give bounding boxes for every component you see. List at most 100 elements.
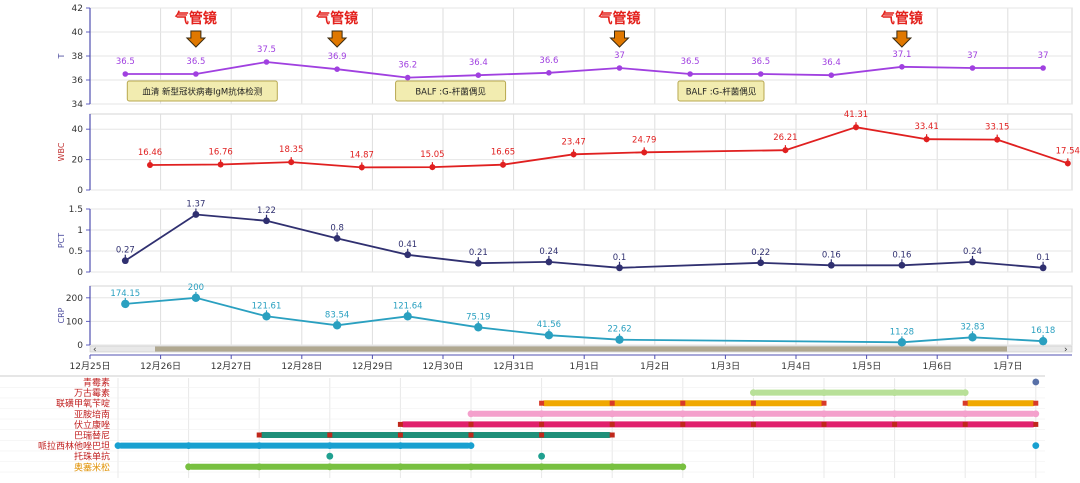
dose-marker	[750, 389, 757, 396]
bronchoscopy-label: 气管镜	[174, 10, 217, 27]
dose-marker	[397, 421, 403, 427]
data-label: 0.1	[613, 253, 627, 263]
y-tick-label: 1.5	[69, 205, 83, 215]
data-point	[1064, 160, 1071, 167]
data-point	[923, 136, 930, 143]
data-label: 121.64	[393, 301, 423, 311]
y-tick-label: 34	[72, 100, 84, 110]
x-tick-label: 12月30日	[423, 361, 464, 372]
data-label: 37	[614, 51, 625, 61]
data-label: 41.31	[844, 110, 868, 120]
data-label: 0.24	[539, 247, 558, 257]
annotation-layer: 血清 新型冠状病毒IgM抗体检测 BALF :G-杆菌偶见 BALF :G-杆菌偶见…	[126, 10, 923, 102]
y-tick-label: 40	[72, 28, 84, 38]
dose-marker	[609, 400, 615, 406]
dose-marker	[467, 410, 475, 418]
dose-marker	[962, 421, 968, 427]
dose-marker	[468, 421, 474, 427]
drug-name: 托珠单抗	[74, 451, 110, 463]
dose-marker	[467, 463, 475, 471]
dose-marker	[327, 432, 333, 438]
dose-marker	[679, 410, 687, 418]
dose-marker	[891, 389, 898, 396]
data-point	[500, 161, 507, 168]
data-label: 0.16	[892, 250, 911, 260]
dose-marker	[608, 463, 616, 471]
dose-marker	[1033, 400, 1039, 406]
data-label: 0.22	[751, 248, 770, 258]
drug-bar	[259, 432, 613, 438]
y-tick-label: 0	[77, 268, 83, 278]
y-axis-title: CRP	[57, 307, 66, 323]
data-label: 36.5	[751, 57, 770, 67]
data-point	[403, 312, 412, 321]
x-tick-label: 1月4日	[781, 361, 810, 372]
data-point	[615, 335, 624, 344]
drug-name: 哌拉西林他唑巴坦	[38, 440, 110, 452]
data-label: 1.37	[186, 199, 205, 209]
dose-marker	[114, 442, 122, 449]
data-point	[545, 258, 553, 266]
dose-marker	[750, 421, 756, 427]
y-axis-title: PCT	[57, 233, 66, 248]
data-label: 26.21	[773, 133, 797, 143]
dose-marker	[750, 410, 757, 418]
y-tick-label: 0	[77, 186, 83, 196]
annotation-text: 血清 新型冠状病毒IgM抗体检测	[142, 87, 262, 98]
data-point	[332, 321, 342, 330]
data-point	[968, 333, 977, 342]
data-label: 33.15	[985, 123, 1009, 133]
data-label: 36.2	[398, 61, 417, 71]
data-label: 0.21	[469, 248, 488, 258]
data-point	[474, 259, 482, 267]
data-label: 37	[1038, 51, 1049, 61]
dose-marker	[750, 400, 756, 406]
data-label: 36.4	[469, 58, 488, 68]
dose-marker	[255, 463, 263, 471]
bronchoscopy-label: 气管镜	[880, 10, 923, 27]
data-label: 37.5	[257, 45, 276, 55]
drug-name: 亚胺培南	[74, 408, 110, 420]
data-point	[853, 124, 860, 131]
data-point	[994, 136, 1001, 143]
dose-marker	[679, 463, 687, 471]
data-point	[429, 164, 436, 171]
data-point	[898, 261, 906, 269]
x-tick-label: 12月25日	[70, 361, 111, 372]
data-point	[263, 59, 270, 65]
dose-marker	[680, 421, 686, 427]
drug-bar	[188, 463, 683, 470]
data-label: 75.19	[466, 312, 490, 322]
x-tick-label: 12月26日	[140, 361, 181, 372]
data-point	[121, 257, 129, 265]
dose-marker	[326, 463, 334, 471]
annotation-text: BALF :G-杆菌偶见	[686, 87, 757, 98]
data-label: 16.76	[208, 148, 232, 158]
data-point	[641, 149, 648, 156]
data-label: 16.46	[138, 148, 162, 158]
data-point	[474, 323, 483, 332]
data-point	[191, 293, 201, 302]
x-tick-label: 1月3日	[711, 361, 740, 372]
dose-marker	[891, 410, 898, 418]
dose-marker	[397, 432, 403, 438]
x-tick-label: 1月6日	[922, 361, 951, 372]
dose-marker	[1032, 378, 1040, 386]
dose-marker	[539, 421, 545, 427]
drug-bar	[400, 421, 1036, 428]
data-label: 83.54	[325, 310, 349, 320]
plot-frame	[89, 285, 1073, 346]
data-point	[333, 235, 341, 242]
labels-layer: 36.5 36.5 37.5 36.9 36.2 36.4 36.6 37 36.5 36.5 36…	[110, 45, 1080, 337]
data-point	[616, 65, 623, 71]
data-point	[147, 161, 154, 168]
data-point	[358, 164, 365, 171]
dose-marker	[961, 410, 969, 418]
y-tick-label: 0.5	[69, 247, 83, 257]
data-label: 36.4	[822, 58, 841, 68]
x-tick-label: 12月27日	[211, 361, 252, 372]
dose-marker	[326, 452, 334, 460]
data-label: 22.62	[607, 325, 631, 335]
data-label: 17.54	[1056, 146, 1080, 156]
data-point	[1040, 65, 1046, 71]
